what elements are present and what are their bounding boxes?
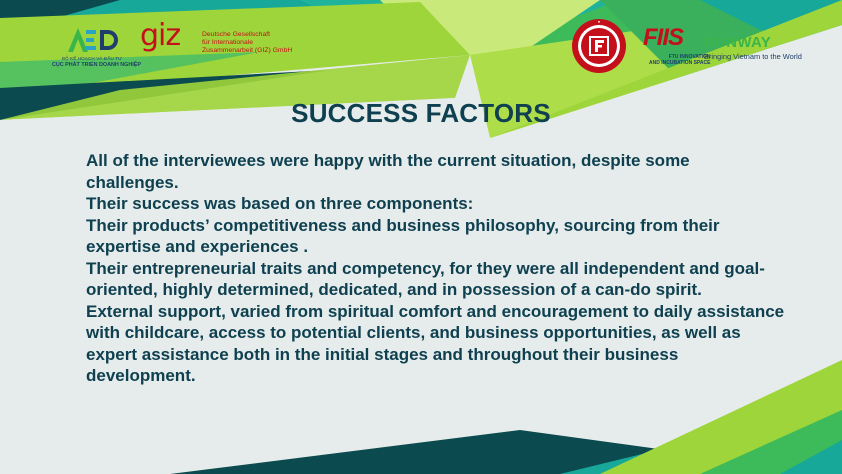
bg-top-right-lime: [490, 0, 842, 138]
fiis-wordmark: FIIS: [643, 24, 684, 51]
aed-logo: BỘ KẾ HOẠCH VÀ ĐẦU TƯ CỤC PHÁT TRIỂN DOA…: [52, 26, 141, 74]
paragraph-traits: Their entrepreneurial traits and compete…: [86, 258, 765, 300]
aed-ministry-text: BỘ KẾ HOẠCH VÀ ĐẦU TƯ: [61, 56, 123, 61]
aed-mark-icon: [68, 28, 118, 52]
fiis-logo: FIIS FTU INNOVATION AND INCUBATION SPACE: [643, 24, 710, 68]
giz-logo: giz Deutsche Gesellschaft für Internatio…: [140, 18, 320, 60]
bg-top-lime-band: [0, 55, 470, 120]
runway-logo: RUNWAY Bringing Vietnam to the World: [704, 34, 814, 64]
paragraph-intro: All of the interviewees were happy with …: [86, 151, 690, 192]
fiis-line-2: AND INCUBATION SPACE: [649, 60, 711, 66]
runway-wordmark: RUNWAY: [704, 34, 772, 51]
slide-body: All of the interviewees were happy with …: [86, 150, 786, 387]
paragraph-products: Their products’ competitiveness and busi…: [86, 215, 720, 257]
giz-line-1: Deutsche Gesellschaft: [202, 31, 271, 38]
fiis-subtitle: FTU INNOVATION AND INCUBATION SPACE: [649, 54, 710, 66]
paragraph-support: External support, varied from spiritual …: [86, 301, 785, 386]
giz-fullname: Deutsche Gesellschaft für Internationale…: [202, 31, 292, 55]
fiis-line-1: FTU INNOVATION: [668, 54, 711, 60]
ftu-university-seal-icon: [572, 19, 626, 73]
paragraph-components: Their success was based on three compone…: [86, 194, 474, 213]
bg-bottom-teal-right: [780, 440, 842, 474]
aed-agency-text: CỤC PHÁT TRIỂN DOANH NGHIỆP: [52, 62, 141, 68]
giz-wordmark: giz: [140, 18, 181, 53]
giz-line-2: für Internationale: [202, 39, 254, 46]
runway-tagline: Bringing Vietnam to the World: [704, 52, 802, 61]
bg-top-right-white: [490, 25, 842, 140]
ftu-logo: [571, 18, 627, 74]
slide-title: SUCCESS FACTORS: [291, 98, 551, 128]
bg-bottom-green: [700, 410, 842, 474]
bg-top-white-clip: [0, 98, 490, 140]
giz-line-3: Zusammenarbeit (GIZ) GmbH: [202, 47, 293, 54]
